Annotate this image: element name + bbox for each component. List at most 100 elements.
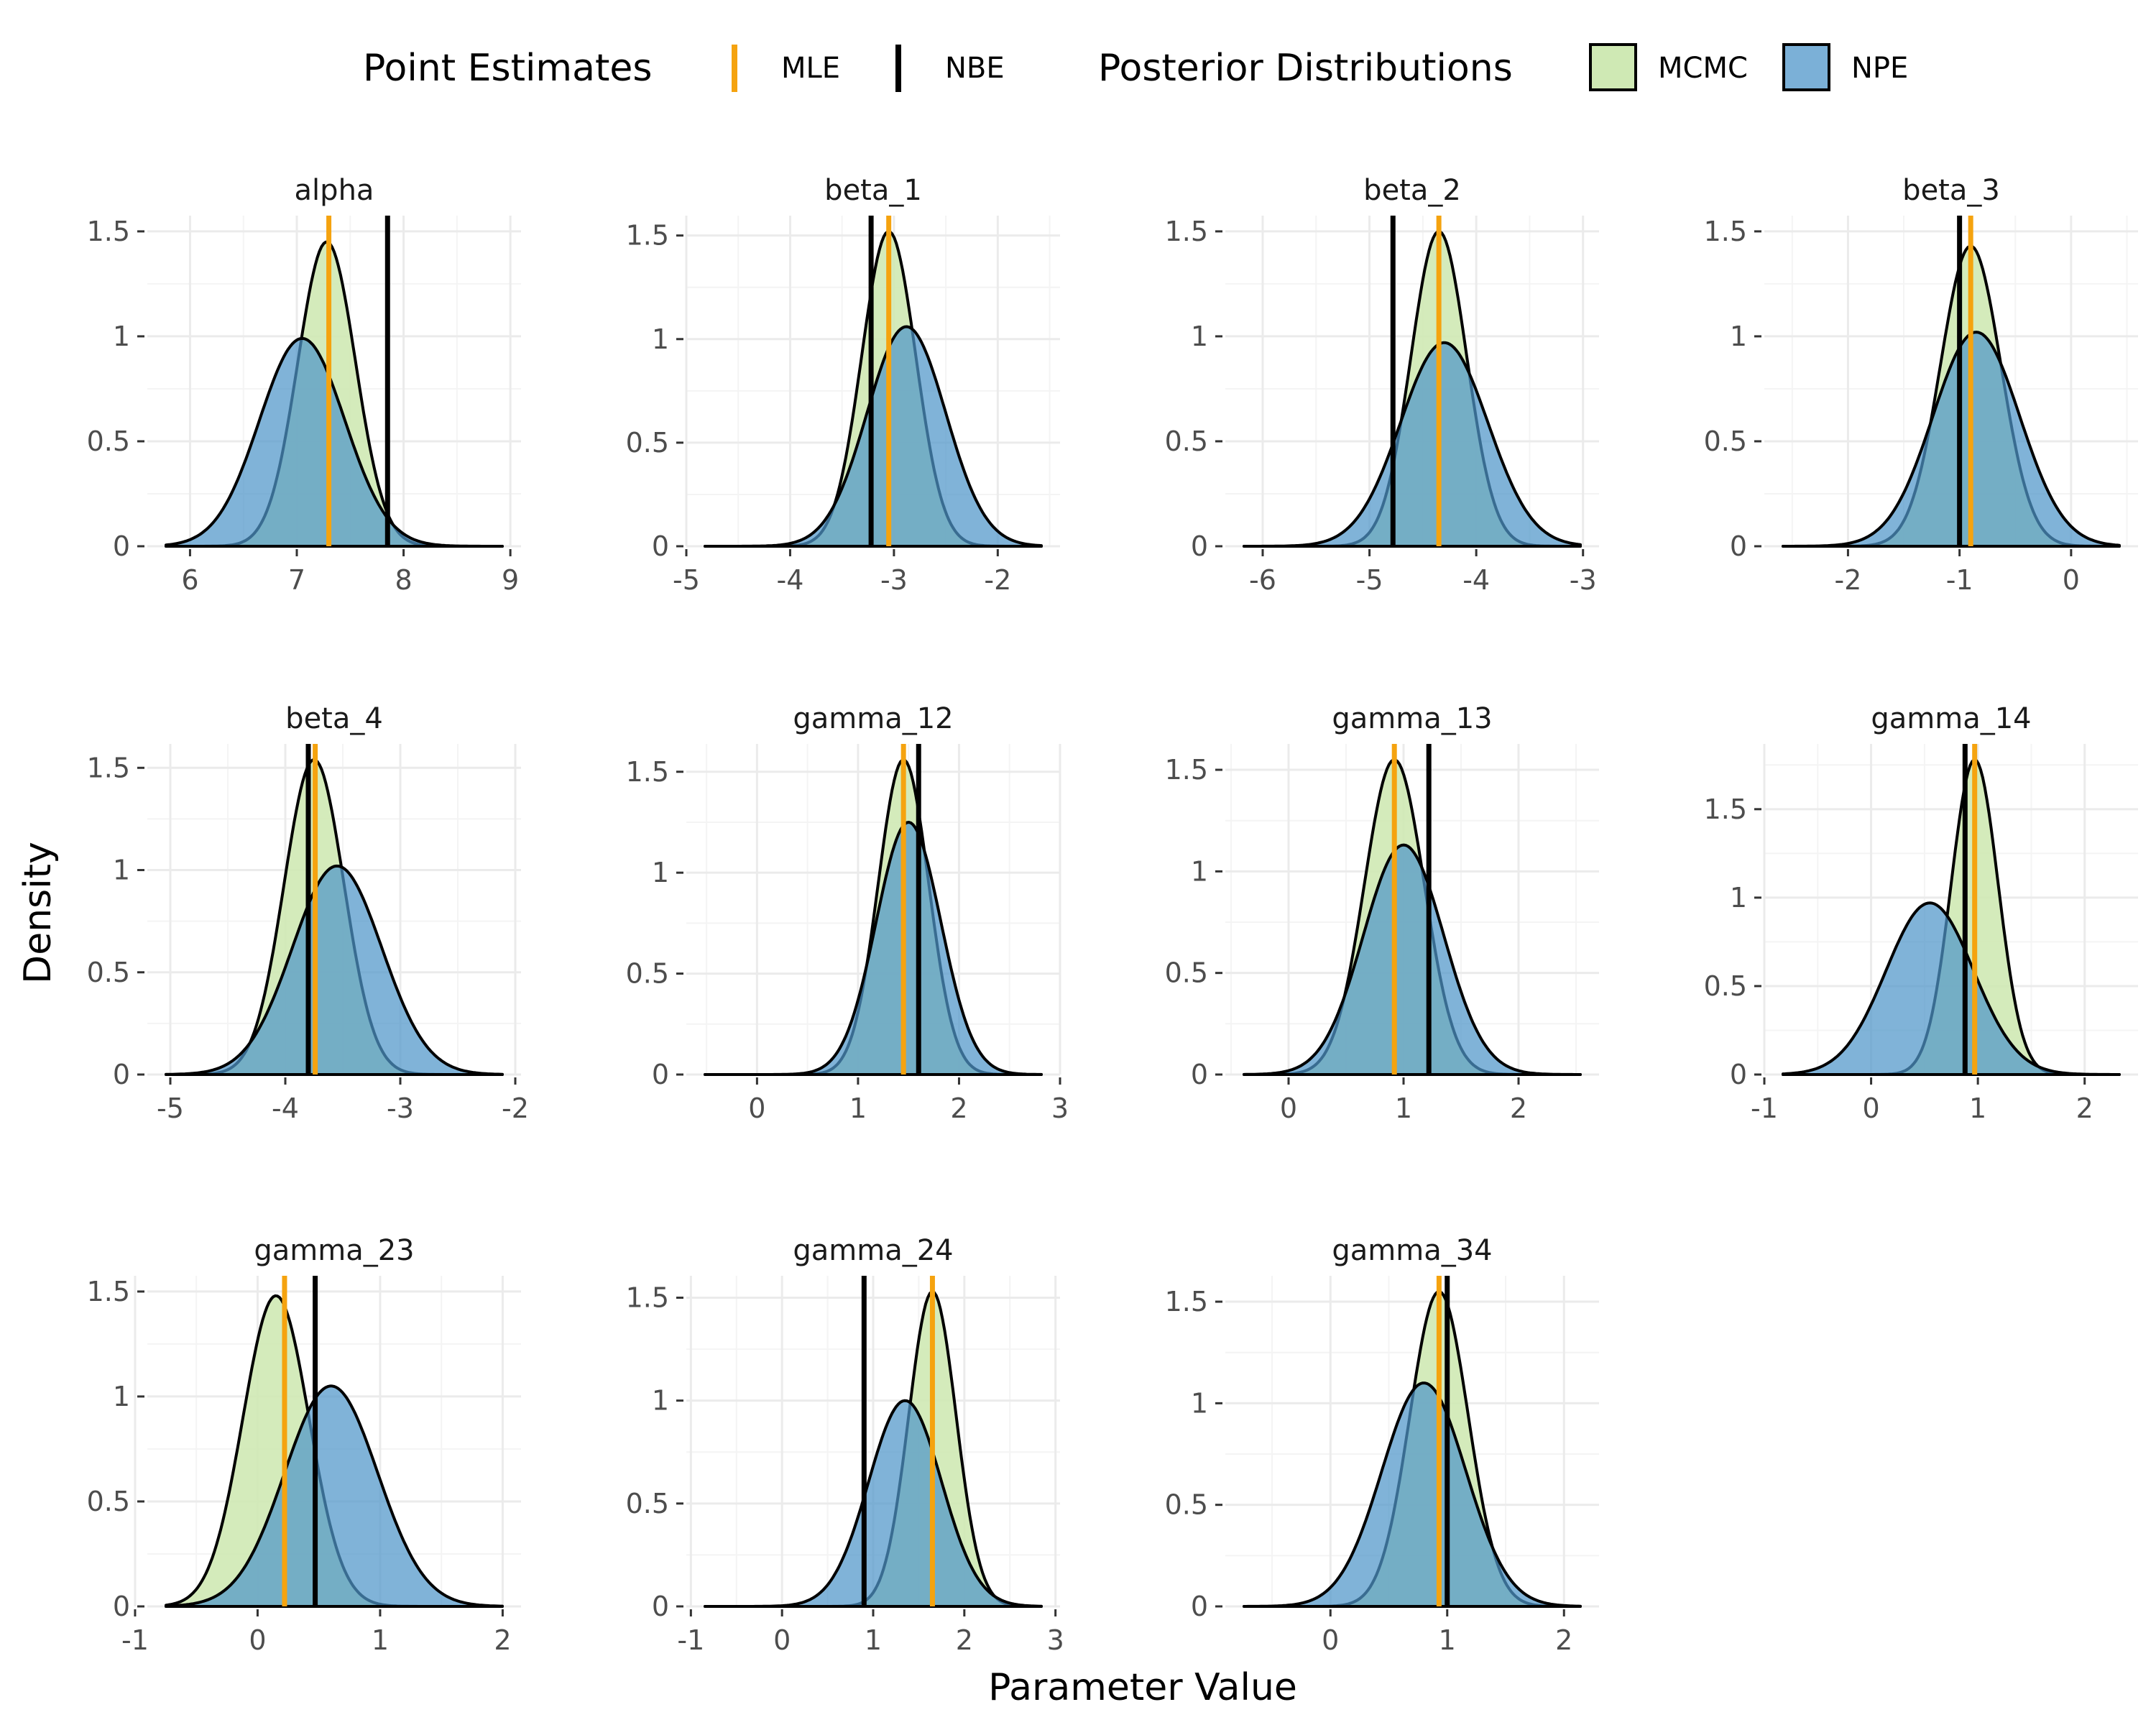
y-tick-label: 0.5 <box>87 1486 130 1517</box>
y-tick-label: 0.5 <box>626 427 669 459</box>
y-tick-label: 1.5 <box>626 756 669 788</box>
panel-title: gamma_34 <box>1332 1234 1492 1267</box>
x-tick-label: -5 <box>157 1092 184 1124</box>
y-tick-label: 0.5 <box>1165 426 1208 457</box>
y-tick-label: 1.5 <box>1165 1286 1208 1317</box>
y-tick-label: 0 <box>652 1059 669 1090</box>
y-tick-label: 0.5 <box>87 957 130 988</box>
y-tick-label: 1 <box>113 1381 130 1412</box>
npe-density-gamma_14 <box>1782 901 2121 1076</box>
x-tick-label: 9 <box>502 564 519 596</box>
npe-density-beta_4 <box>165 864 504 1076</box>
x-tick-label: 0 <box>1862 1092 1879 1124</box>
panel-title: gamma_12 <box>793 702 953 735</box>
y-tick-label: 0 <box>1191 1059 1208 1090</box>
x-tick-label: 1 <box>1969 1092 1986 1124</box>
y-tick-label: 0.5 <box>1165 1489 1208 1521</box>
x-tick-label: 2 <box>2076 1092 2093 1124</box>
x-tick-label: 2 <box>1555 1624 1572 1656</box>
y-tick-label: 1 <box>1730 321 1747 352</box>
x-tick-label: -5 <box>673 564 700 596</box>
legend: Point Estimates MLE NBE Posterior Distri… <box>363 43 1908 92</box>
panel-title: gamma_23 <box>254 1234 414 1267</box>
x-tick-label: 2 <box>956 1624 973 1656</box>
panel-beta_1: -5 -4 -3 -2 0 0.5 1 1.5 beta_1 <box>626 174 1060 596</box>
y-axis-title: Density <box>17 842 60 984</box>
y-tick-label: 0 <box>1191 530 1208 562</box>
y-tick-label: 0 <box>652 530 669 562</box>
x-tick-label: 1 <box>372 1624 389 1656</box>
x-tick-label: -6 <box>1249 564 1276 596</box>
x-tick-label: 3 <box>1051 1092 1069 1124</box>
y-tick-label: 1.5 <box>87 216 130 247</box>
x-tick-label: -1 <box>121 1624 149 1656</box>
y-tick-label: 0.5 <box>626 958 669 990</box>
y-tick-label: 1.5 <box>87 752 130 783</box>
npe-density-gamma_34 <box>1243 1381 1582 1608</box>
panel-beta_3: -2 -1 0 0 0.5 1 1.5 beta_3 <box>1704 174 2138 596</box>
x-tick-label: 1 <box>1395 1092 1412 1124</box>
x-tick-label: 0 <box>773 1624 791 1656</box>
panel-title: gamma_14 <box>1871 702 2031 735</box>
y-tick-label: 0.5 <box>1165 957 1208 989</box>
npe-density-gamma_23 <box>165 1384 504 1608</box>
y-tick-label: 1 <box>652 857 669 888</box>
y-tick-label: 0.5 <box>626 1488 669 1519</box>
panel-title: gamma_24 <box>793 1234 953 1267</box>
legend-npe-key <box>1782 43 1830 91</box>
panel-title: gamma_13 <box>1332 702 1492 735</box>
x-tick-label: -1 <box>1751 1092 1778 1124</box>
x-tick-label: 7 <box>288 564 305 596</box>
panel-title: beta_4 <box>285 702 383 735</box>
y-tick-label: 1 <box>1191 321 1208 352</box>
y-tick-label: 1 <box>1191 855 1208 887</box>
legend-mcmc-key <box>1589 43 1637 91</box>
y-tick-label: 0 <box>113 1591 130 1622</box>
y-tick-label: 1.5 <box>1165 216 1208 247</box>
x-tick-label: -4 <box>272 1092 299 1124</box>
x-tick-label: -3 <box>1570 564 1597 596</box>
legend-nbe-label: NBE <box>945 52 1005 85</box>
x-tick-label: -3 <box>387 1092 414 1124</box>
y-tick-label: 0.5 <box>1704 426 1747 457</box>
x-tick-label: -4 <box>776 564 803 596</box>
y-tick-label: 1 <box>113 855 130 886</box>
y-tick-label: 0 <box>652 1591 669 1622</box>
npe-density-gamma_13 <box>1243 843 1582 1076</box>
x-tick-label: 0 <box>1280 1092 1297 1124</box>
legend-mcmc-label: MCMC <box>1658 52 1748 85</box>
y-tick-label: 0.5 <box>1704 970 1747 1002</box>
y-tick-label: 0 <box>1191 1591 1208 1622</box>
npe-density-beta_2 <box>1243 341 1582 548</box>
panel-alpha: 6 7 8 9 0 0.5 1 1.5 alpha <box>87 174 521 596</box>
panel-gamma_13: 0 1 2 0 0.5 1 1.5 gamma_13 <box>1165 702 1599 1124</box>
y-tick-label: 1 <box>1191 1387 1208 1419</box>
x-tick-label: -1 <box>1946 564 1973 596</box>
x-axis-title: Parameter Value <box>988 1666 1297 1709</box>
x-tick-label: 6 <box>181 564 198 596</box>
x-tick-label: -3 <box>880 564 908 596</box>
x-tick-label: 0 <box>1322 1624 1339 1656</box>
panel-gamma_24: -1 0 1 2 3 0 0.5 1 1.5 gamma_24 <box>626 1234 1064 1656</box>
y-tick-label: 1.5 <box>87 1276 130 1307</box>
x-tick-label: 1 <box>1439 1624 1456 1656</box>
npe-density-gamma_12 <box>704 821 1043 1076</box>
npe-density-beta_3 <box>1782 331 2121 548</box>
legend-mle-label: MLE <box>781 52 840 85</box>
x-tick-label: 2 <box>1510 1092 1527 1124</box>
npe-density-alpha <box>165 336 504 548</box>
x-tick-label: -2 <box>984 564 1011 596</box>
y-tick-label: 1.5 <box>626 1282 669 1313</box>
panel-gamma_12: 0 1 2 3 0 0.5 1 1.5 gamma_12 <box>626 702 1069 1124</box>
y-tick-label: 0 <box>113 530 130 562</box>
x-tick-label: 8 <box>395 564 412 596</box>
panel-beta_2: -6 -5 -4 -3 0 0.5 1 1.5 beta_2 <box>1165 174 1599 596</box>
x-tick-label: 2 <box>494 1624 511 1656</box>
y-tick-label: 1 <box>652 323 669 355</box>
x-tick-label: -2 <box>502 1092 529 1124</box>
legend-npe-label: NPE <box>1851 52 1908 85</box>
